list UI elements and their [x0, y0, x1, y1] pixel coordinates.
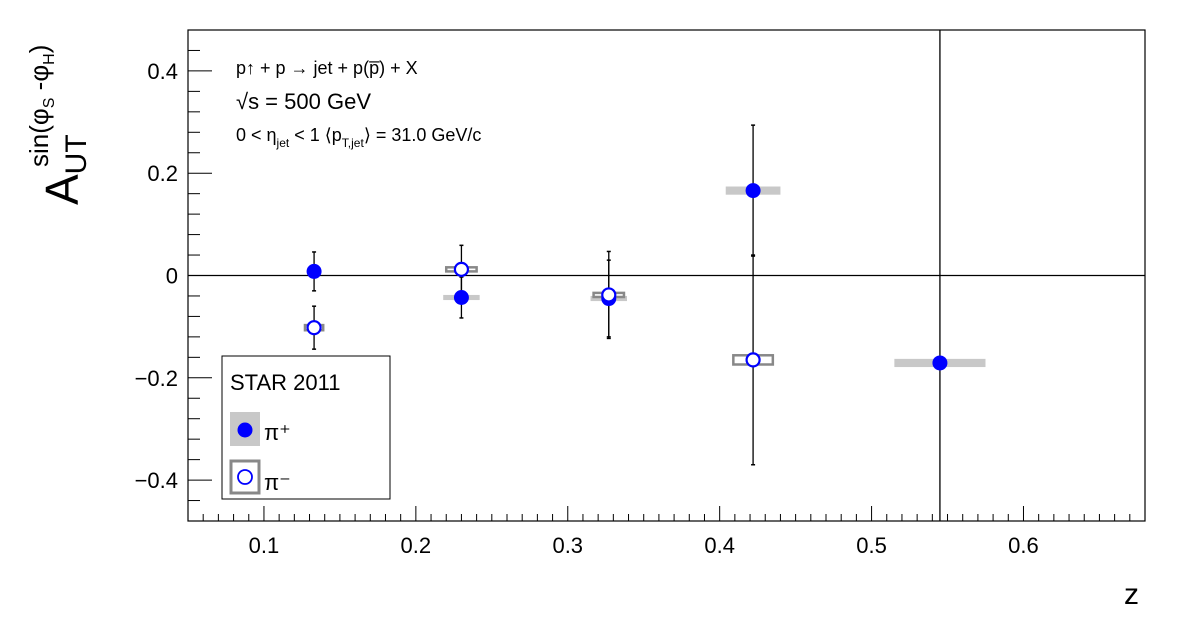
svg-text:AUT: AUT: [36, 134, 93, 205]
axis-ticks-layer: [187, 29, 1146, 522]
annotation-reaction: p↑ + p → jet + p(p̅) + X: [236, 58, 418, 78]
data-point-pi-minus: [453, 261, 470, 277]
x-tick-label: 0.2: [401, 533, 432, 558]
x-tick-label: 0.3: [552, 533, 583, 558]
kin-part-3: T,jet: [342, 136, 365, 150]
data-points-layer: [306, 183, 948, 371]
legend: STAR 2011 π⁺ π⁻: [221, 355, 391, 500]
kin-part-1: jet: [276, 136, 290, 150]
y-sup-3: H: [41, 53, 58, 65]
x-tick-labels: 0.1 0.2 0.3 0.4 0.5 0.6: [249, 533, 1039, 558]
data-point-pi-plus: [745, 183, 761, 199]
legend-entry-pi-minus: π⁻: [264, 470, 291, 495]
y-tick-labels: −0.4 −0.2 0 0.2 0.4: [135, 59, 178, 493]
y-sup-0: sin(φ: [24, 108, 54, 167]
y-sup-4: ): [24, 45, 54, 54]
legend-marker-pi-plus: [237, 422, 253, 438]
x-tick-label: 0.5: [856, 533, 887, 558]
y-tick-label: 0.2: [147, 161, 178, 186]
legend-marker-pi-minus: [237, 469, 253, 485]
y-tick-label: −0.2: [135, 366, 178, 391]
kin-part-0: 0 < η: [236, 125, 277, 145]
data-point-pi-plus: [453, 289, 469, 305]
y-sup-1: S: [41, 98, 58, 109]
annotation-kinematics: 0 < ηjet < 1 ⟨pT,jet⟩ = 31.0 GeV/c: [236, 125, 481, 150]
legend-entry-pi-plus: π⁺: [264, 420, 291, 445]
svg-text:sin(φS -φH): sin(φS -φH): [24, 45, 58, 167]
data-point-pi-plus: [306, 263, 322, 279]
y-tick-label: 0: [166, 264, 178, 289]
data-point-pi-minus: [601, 287, 617, 303]
data-point-pi-minus: [745, 352, 761, 368]
annotation-energy: √s = 500 GeV: [236, 89, 371, 114]
x-tick-label: 0.1: [249, 533, 280, 558]
data-point-pi-minus: [306, 320, 322, 336]
y-tick-label: 0.4: [147, 59, 178, 84]
y-axis-title: AUT sin(φS -φH): [24, 45, 93, 205]
x-tick-label: 0.4: [704, 533, 735, 558]
y-title-main: A: [36, 174, 88, 205]
legend-swatch-pi-minus-syst: [229, 459, 261, 495]
y-tick-label: −0.4: [135, 468, 178, 493]
systematic-boxes-layer: [303, 186, 986, 368]
x-tick-label: 0.6: [1008, 533, 1039, 558]
legend-title: STAR 2011: [230, 370, 340, 395]
y-sup-2: -φ: [24, 65, 54, 98]
kin-part-4: ⟩ = 31.0 GeV/c: [364, 125, 482, 145]
data-point-pi-plus: [932, 355, 948, 371]
y-title-sub: UT: [60, 134, 93, 174]
kin-part-2: < 1 ⟨p: [289, 125, 342, 145]
x-axis-title: z: [1124, 578, 1139, 611]
